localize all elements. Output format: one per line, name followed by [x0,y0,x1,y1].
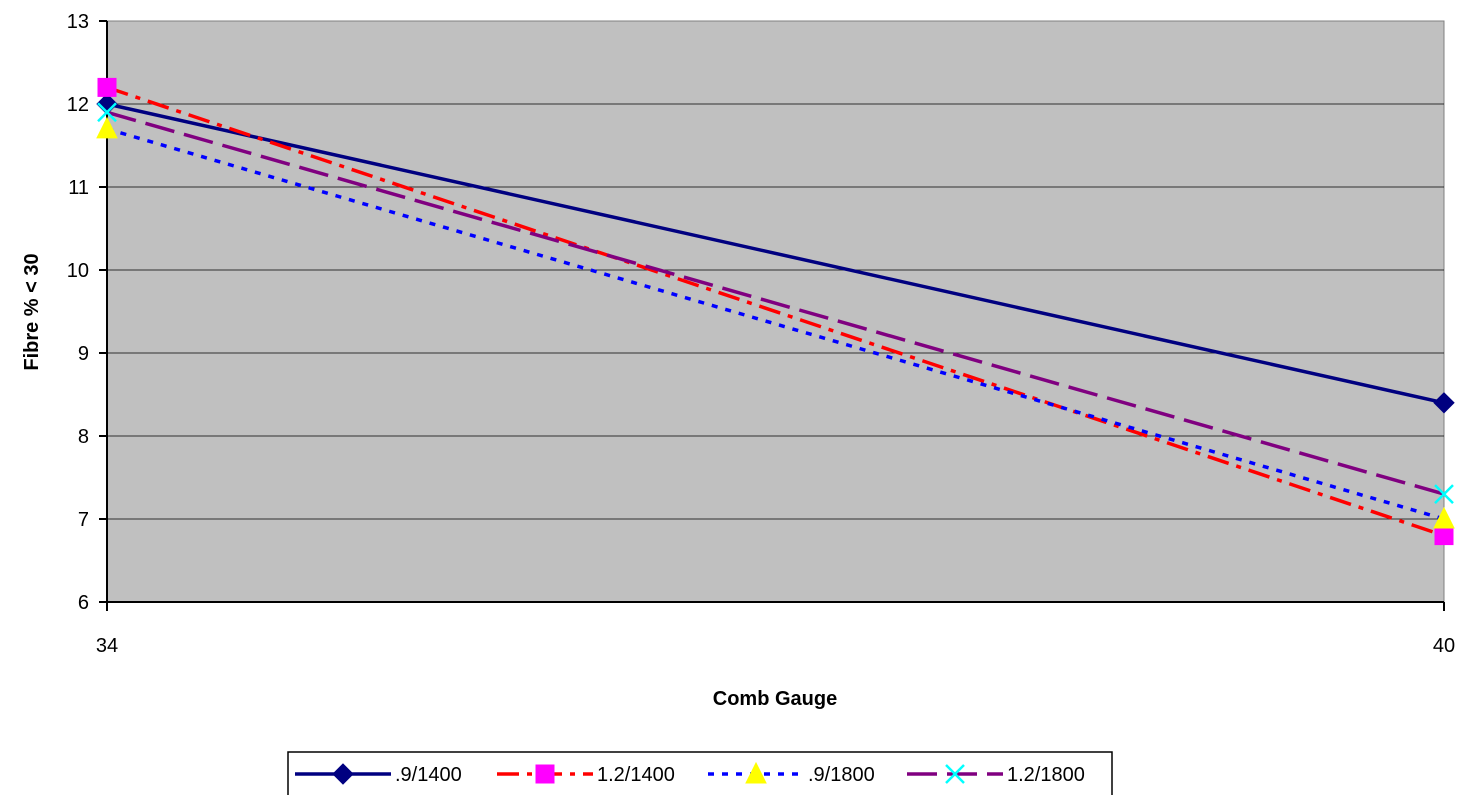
data-point-series-3 [96,116,118,139]
series-line-1 [106,102,1445,405]
x-tick-label: 40 [1433,635,1455,657]
y-tick-label: 13 [67,11,89,33]
y-tick-label: 7 [78,509,89,531]
x-axis-title: Comb Gauge [713,688,837,710]
y-ticks: 6 7 8 9 10 11 12 13 [67,11,107,614]
data-point-series-4 [1434,484,1454,504]
legend-marker-4 [945,764,965,784]
data-point-series-3 [1433,506,1455,529]
data-point-series-4 [97,102,117,123]
data-point-series-1 [1433,392,1455,414]
y-tick-label: 10 [67,260,89,282]
x-ticks: 34 40 [96,602,1455,657]
y-tick-label: 9 [78,343,89,365]
legend-marker-3 [745,761,767,784]
legend-label-2: 1.2/1400 [597,764,675,786]
x-tick-label: 34 [96,635,118,657]
legend-label-1: .9/1400 [395,764,462,786]
y-tick-label: 11 [68,177,89,199]
legend-marker-2 [535,764,555,784]
data-point-series-2 [97,77,117,97]
series-line-2 [106,85,1445,538]
legend-label-3: .9/1800 [808,764,875,786]
y-tick-label: 12 [67,94,89,116]
data-point-series-2 [1434,526,1454,546]
y-axis-title: Fibre % < 30 [21,253,43,370]
legend-label-4: 1.2/1800 [1007,764,1085,786]
series-line-4 [106,110,1445,496]
legend: .9/1400 1.2/1400 .9/1800 1.2/1800 [287,751,1113,795]
gridlines [107,103,1444,520]
legend-marker-1 [332,763,354,785]
y-tick-label: 6 [78,592,89,614]
y-tick-label: 8 [78,426,89,448]
series [96,77,1455,546]
